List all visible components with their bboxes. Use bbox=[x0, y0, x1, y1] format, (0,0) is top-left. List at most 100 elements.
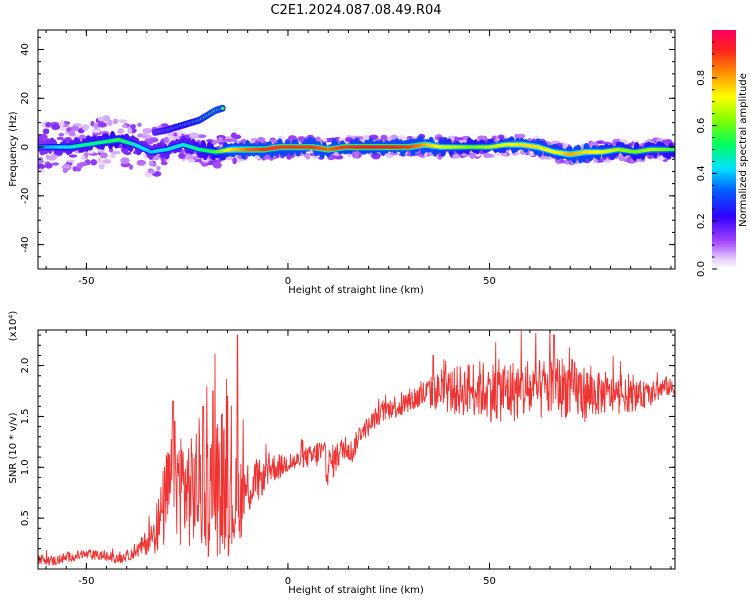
snr-frame bbox=[37, 329, 676, 570]
heatmap-cell bbox=[129, 124, 137, 129]
heatmap-cell bbox=[111, 150, 121, 155]
heatmap-cell bbox=[66, 159, 75, 163]
heatmap-cell bbox=[213, 139, 219, 144]
y-tick-label: 0.5 bbox=[20, 510, 31, 526]
snr-series-line bbox=[38, 330, 675, 566]
heatmap-cell bbox=[52, 162, 60, 166]
heatmap-cell bbox=[224, 138, 233, 143]
snr-line-layer bbox=[38, 330, 675, 566]
heatmap-cell bbox=[72, 123, 82, 127]
spectrogram-x-label: Height of straight line (km) bbox=[288, 285, 424, 296]
heatmap-cell bbox=[502, 152, 508, 157]
heatmap-cell bbox=[76, 167, 82, 172]
y-tick-label: 1.0 bbox=[20, 459, 31, 475]
spectrogram-ticks: -50 0 50 -40 -20 0 20 40 bbox=[20, 30, 675, 287]
y-tick-label: -40 bbox=[20, 236, 31, 252]
heatmap-cell bbox=[59, 126, 67, 132]
colorbar: 0.0 0.2 0.4 0.6 0.8 Normalized spectral ampl… bbox=[696, 30, 749, 277]
heatmap-cell bbox=[121, 124, 128, 128]
heatmap-cell bbox=[196, 134, 207, 139]
heatmap-cell bbox=[338, 137, 343, 142]
heatmap-cell bbox=[477, 135, 486, 140]
heatmap-cell bbox=[142, 127, 153, 134]
snr-y-scale-label: (x10⁴) bbox=[8, 311, 19, 342]
heatmap-cell bbox=[286, 153, 292, 160]
branch-point bbox=[220, 106, 225, 110]
x-tick-label: 0 bbox=[285, 276, 291, 287]
heatmap-cell bbox=[178, 153, 186, 159]
heatmap-cell bbox=[325, 137, 332, 143]
heatmap-cell bbox=[483, 153, 493, 158]
heatmap-cell bbox=[141, 133, 148, 139]
heatmap-cell bbox=[452, 153, 460, 159]
y-tick-label: 40 bbox=[20, 43, 31, 56]
heatmap-cell bbox=[58, 132, 65, 137]
heatmap-cell bbox=[137, 122, 142, 127]
heatmap-cell bbox=[363, 134, 371, 141]
heatmap-cell bbox=[498, 134, 505, 141]
heatmap-cell bbox=[148, 160, 154, 167]
y-tick-label: 20 bbox=[20, 92, 31, 105]
heatmap-cell bbox=[647, 154, 652, 159]
heatmap-cell bbox=[97, 122, 107, 128]
heatmap-cell bbox=[232, 157, 237, 165]
heatmap-cell bbox=[56, 136, 64, 141]
heatmap-cell bbox=[164, 136, 170, 144]
heatmap-cell bbox=[256, 136, 266, 144]
snr-y-label: SNR (10 * v/v) bbox=[8, 412, 19, 483]
figure-title: C2E1.2024.087.08.49.R04 bbox=[270, 3, 441, 18]
snr-x-label: Height of straight line (km) bbox=[288, 585, 424, 596]
heatmap-cell bbox=[71, 125, 80, 131]
heatmap-cell bbox=[68, 129, 76, 137]
spectrogram-frame bbox=[37, 29, 676, 270]
heatmap-cell bbox=[120, 157, 130, 165]
heatmap-cell bbox=[61, 165, 70, 169]
spectrogram-panel: -50 0 50 -40 -20 0 20 40 Height of straight lin… bbox=[8, 29, 676, 296]
y-tick-label: 1.5 bbox=[20, 408, 31, 424]
heatmap-cell bbox=[160, 160, 168, 166]
heatmap-cell bbox=[187, 158, 196, 163]
x-tick-label: -50 bbox=[78, 576, 94, 587]
heatmap-cell bbox=[99, 152, 108, 159]
heatmap-cell bbox=[380, 134, 388, 142]
heatmap-cell bbox=[80, 155, 86, 160]
heatmap-cell bbox=[44, 162, 53, 169]
colorbar-ticks: 0.0 0.2 0.4 0.6 0.8 bbox=[696, 41, 717, 277]
heatmap-cell bbox=[129, 164, 134, 170]
heatmap-cell bbox=[127, 127, 133, 134]
heatmap-cell bbox=[662, 139, 673, 144]
heatmap-cell bbox=[113, 118, 118, 125]
heatmap-cell bbox=[559, 159, 565, 164]
heatmap-cell bbox=[121, 146, 129, 154]
snr-panel: -50 0 50 0.5 1.0 1.5 2.0 Height of straight li… bbox=[8, 311, 676, 596]
heatmap-cell bbox=[38, 163, 46, 170]
heatmap-cell bbox=[562, 159, 571, 165]
heatmap-cell bbox=[102, 115, 111, 122]
heatmap-cell bbox=[118, 119, 128, 124]
heatmap-cell bbox=[454, 137, 464, 141]
x-tick-label: 0 bbox=[285, 576, 291, 587]
heatmap-cell bbox=[185, 154, 195, 160]
x-tick-label: 50 bbox=[483, 276, 496, 287]
colorbar-tick-label: 0.2 bbox=[696, 213, 707, 229]
heatmap-cell bbox=[62, 168, 68, 174]
heatmap-cell bbox=[42, 128, 50, 135]
y-tick-label: 2.0 bbox=[20, 358, 31, 374]
heatmap-cell bbox=[189, 132, 200, 139]
heatmap-cell bbox=[81, 124, 90, 131]
heatmap-cell bbox=[92, 129, 101, 134]
colorbar-label: Normalized spectral amplitude bbox=[738, 73, 749, 227]
heatmap-cell bbox=[47, 155, 57, 161]
heatmap-cell bbox=[90, 159, 98, 166]
heatmap-cell bbox=[68, 154, 78, 158]
heatmap-cell bbox=[110, 153, 116, 159]
snr-ticks: -50 0 50 0.5 1.0 1.5 2.0 bbox=[20, 330, 675, 587]
heatmap-cell bbox=[387, 136, 393, 141]
heatmap-cell bbox=[136, 159, 146, 166]
heatmap-cell bbox=[45, 121, 52, 128]
heatmap-cell bbox=[176, 129, 182, 137]
x-tick-label: 50 bbox=[483, 576, 496, 587]
y-tick-label: 0 bbox=[20, 144, 31, 150]
heatmap-cell bbox=[514, 133, 519, 139]
